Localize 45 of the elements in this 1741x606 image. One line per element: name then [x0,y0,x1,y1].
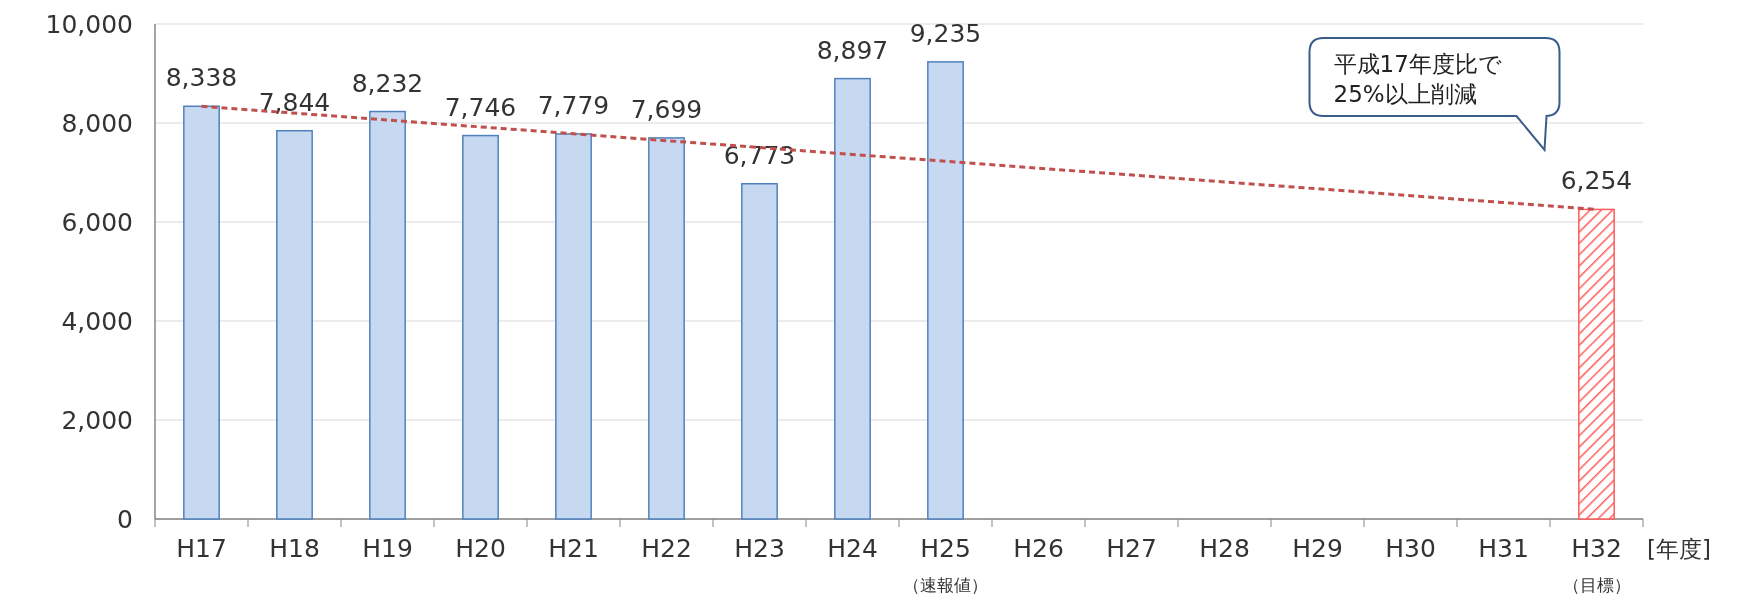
x-tick-label: H23 [734,534,785,563]
x-tick-label: H22 [641,534,692,563]
bar [369,110,406,520]
x-tick-label: H30 [1385,534,1436,563]
data-label: 7,699 [630,94,703,124]
y-tick-label: 8,000 [61,109,133,138]
x-tick-label: H18 [269,534,320,563]
x-tick-label: H20 [455,534,506,563]
bar [834,77,871,520]
bar [462,134,499,520]
data-label: 7,844 [258,87,331,117]
bar [555,133,592,520]
data-label: 6,254 [1560,166,1633,196]
y-tick-label: 2,000 [61,406,133,435]
data-label: 8,232 [351,68,424,98]
data-label: 8,897 [816,35,889,65]
x-tick-label: H29 [1292,534,1343,563]
data-label: 7,746 [444,92,517,122]
bar [1578,208,1615,520]
y-tick-label: 0 [117,505,133,534]
x-tick-label: H17 [176,534,227,563]
x-tick-label: H26 [1013,534,1064,563]
y-tick-label: 4,000 [61,307,133,336]
x-axis-title: [年度] [1647,536,1711,562]
bar [183,105,220,520]
x-tick-label: H24 [827,534,878,563]
annotation: 平成17年度比で 25%以上削減 [1333,51,1502,107]
x-tick-label: H25 [920,534,971,563]
bar [276,129,313,520]
y-tick-label: 6,000 [61,208,133,237]
text: （目標） [1562,575,1631,595]
bar [741,182,778,520]
x-tick-label: H19 [362,534,413,563]
x-tick-label: H31 [1478,534,1529,563]
data-label: 8,338 [165,63,238,93]
y-tick-label: 10,000 [45,10,133,39]
x-tick-label: H21 [548,534,599,563]
data-label: 7,779 [537,90,610,120]
text: （速報値） [903,575,988,595]
bar [648,137,685,520]
x-tick-label: H32 [1571,534,1622,563]
data-label: 9,235 [909,18,982,48]
bar [927,61,964,520]
x-tick-label: H28 [1199,534,1250,563]
x-tick-label: H27 [1106,534,1157,563]
